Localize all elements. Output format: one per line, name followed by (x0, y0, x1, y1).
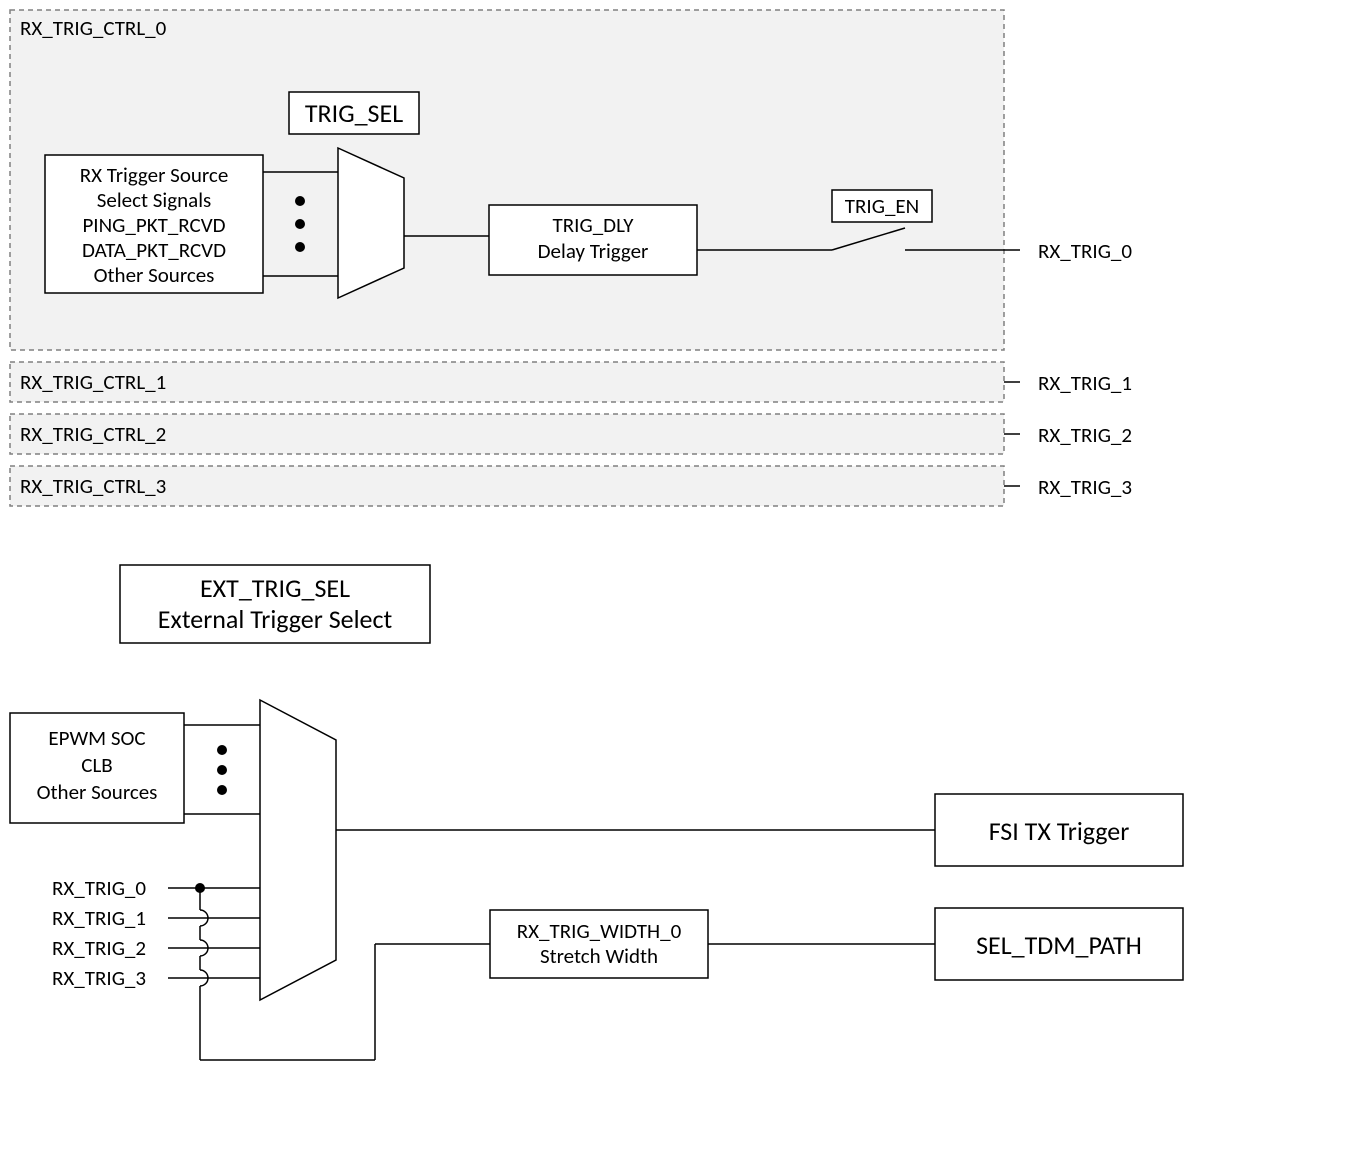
svg-text:External Trigger Select: External Trigger Select (158, 603, 393, 635)
svg-text:RX_TRIG_1: RX_TRIG_1 (52, 905, 146, 931)
svg-text:PING_PKT_RCVD: PING_PKT_RCVD (82, 212, 225, 238)
rx-trig-ctrl-0-label: RX_TRIG_CTRL_0 (20, 15, 167, 41)
svg-text:EXT_TRIG_SEL: EXT_TRIG_SEL (200, 572, 350, 604)
ext-trig-sel-mux (260, 700, 336, 1000)
svg-text:RX Trigger Source: RX Trigger Source (80, 162, 229, 188)
svg-text:Stretch Width: Stretch Width (540, 943, 658, 969)
rx-trig-0-output-label: RX_TRIG_0 (1038, 238, 1132, 264)
ellipsis-dot (295, 196, 305, 206)
svg-text:Other Sources: Other Sources (37, 779, 158, 805)
svg-text:DATA_PKT_RCVD: DATA_PKT_RCVD (82, 237, 226, 263)
svg-text:RX_TRIG_CTRL_1: RX_TRIG_CTRL_1 (20, 369, 166, 395)
svg-text:RX_TRIG_0: RX_TRIG_0 (52, 875, 146, 901)
svg-text:FSI TX Trigger: FSI TX Trigger (989, 815, 1130, 847)
svg-text:TRIG_DLY: TRIG_DLY (553, 212, 635, 238)
ellipsis-dot (295, 242, 305, 252)
svg-text:EPWM SOC: EPWM SOC (48, 725, 145, 751)
svg-text:Select Signals: Select Signals (97, 187, 212, 213)
svg-text:RX_TRIG_3: RX_TRIG_3 (1038, 474, 1132, 500)
svg-text:RX_TRIG_2: RX_TRIG_2 (52, 935, 146, 961)
svg-text:RX_TRIG_3: RX_TRIG_3 (52, 965, 146, 991)
svg-text:CLB: CLB (81, 752, 112, 778)
ellipsis-dot (295, 219, 305, 229)
svg-text:RX_TRIG_2: RX_TRIG_2 (1038, 422, 1132, 448)
svg-text:Delay Trigger: Delay Trigger (538, 238, 649, 264)
svg-text:TRIG_EN: TRIG_EN (845, 193, 919, 219)
svg-text:RX_TRIG_1: RX_TRIG_1 (1038, 370, 1132, 396)
svg-text:RX_TRIG_CTRL_2: RX_TRIG_CTRL_2 (20, 421, 166, 447)
svg-text:Other Sources: Other Sources (94, 262, 215, 288)
svg-text:TRIG_SEL: TRIG_SEL (305, 97, 403, 129)
svg-text:RX_TRIG_CTRL_3: RX_TRIG_CTRL_3 (20, 473, 166, 499)
svg-text:SEL_TDM_PATH: SEL_TDM_PATH (976, 929, 1142, 961)
svg-text:RX_TRIG_WIDTH_0: RX_TRIG_WIDTH_0 (517, 918, 682, 944)
